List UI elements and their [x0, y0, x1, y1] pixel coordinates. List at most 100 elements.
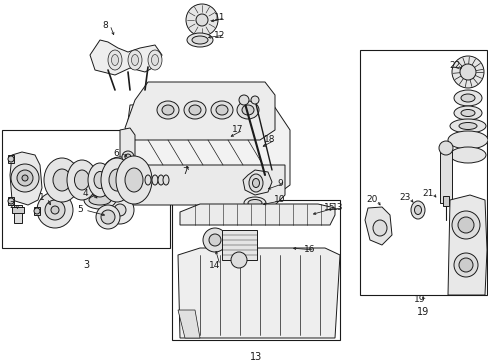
Ellipse shape: [84, 191, 116, 209]
Ellipse shape: [460, 94, 474, 102]
Ellipse shape: [145, 175, 151, 185]
Text: 17: 17: [232, 126, 243, 135]
Ellipse shape: [101, 158, 133, 202]
Circle shape: [22, 175, 28, 181]
Polygon shape: [10, 152, 42, 205]
Ellipse shape: [447, 131, 487, 149]
Circle shape: [110, 165, 130, 185]
Circle shape: [17, 170, 33, 186]
Text: 13: 13: [249, 352, 262, 360]
Ellipse shape: [460, 109, 474, 117]
Ellipse shape: [67, 160, 97, 200]
Ellipse shape: [157, 101, 179, 119]
Circle shape: [34, 208, 40, 214]
Text: 12: 12: [214, 31, 225, 40]
Text: 16: 16: [304, 246, 315, 255]
Circle shape: [8, 198, 14, 204]
Ellipse shape: [151, 54, 158, 66]
Circle shape: [101, 210, 115, 224]
Text: 18: 18: [264, 135, 275, 144]
Ellipse shape: [44, 158, 80, 202]
Text: 19: 19: [416, 307, 428, 317]
Text: 3: 3: [83, 260, 89, 270]
Bar: [222, 230, 257, 260]
Ellipse shape: [242, 105, 253, 115]
Ellipse shape: [244, 197, 265, 209]
Circle shape: [208, 234, 221, 246]
Polygon shape: [447, 195, 486, 295]
Ellipse shape: [111, 54, 118, 66]
Ellipse shape: [237, 101, 259, 119]
Circle shape: [125, 154, 131, 160]
Ellipse shape: [210, 101, 232, 119]
Circle shape: [45, 200, 65, 220]
Bar: [442, 196, 448, 206]
Circle shape: [451, 56, 483, 88]
Ellipse shape: [89, 195, 111, 205]
Ellipse shape: [453, 90, 481, 106]
Ellipse shape: [162, 105, 174, 115]
Circle shape: [11, 164, 39, 192]
Ellipse shape: [453, 106, 481, 120]
Ellipse shape: [192, 36, 207, 44]
Text: 9: 9: [277, 179, 282, 188]
Circle shape: [122, 151, 134, 163]
Ellipse shape: [372, 220, 386, 236]
Ellipse shape: [152, 175, 158, 185]
Circle shape: [196, 14, 207, 26]
Polygon shape: [120, 128, 135, 200]
Circle shape: [106, 196, 134, 224]
Ellipse shape: [163, 175, 169, 185]
Ellipse shape: [74, 170, 89, 190]
Bar: [8, 155, 14, 163]
Circle shape: [185, 4, 218, 36]
Bar: [34, 207, 40, 215]
Circle shape: [438, 141, 452, 155]
Bar: [8, 197, 14, 205]
Ellipse shape: [94, 171, 106, 189]
Ellipse shape: [116, 156, 152, 204]
Polygon shape: [364, 207, 391, 245]
Ellipse shape: [183, 101, 205, 119]
Circle shape: [453, 253, 477, 277]
Polygon shape: [243, 170, 271, 195]
Ellipse shape: [125, 168, 142, 192]
Circle shape: [116, 171, 124, 179]
Text: 6: 6: [113, 148, 119, 158]
Text: 11: 11: [214, 13, 225, 22]
Bar: [172, 200, 339, 340]
Ellipse shape: [108, 50, 122, 70]
Circle shape: [459, 64, 475, 80]
Circle shape: [230, 252, 246, 268]
Circle shape: [37, 192, 73, 228]
Ellipse shape: [53, 169, 71, 191]
Ellipse shape: [128, 50, 142, 70]
Polygon shape: [90, 40, 162, 75]
Polygon shape: [178, 310, 200, 338]
Text: 10: 10: [274, 195, 285, 204]
Circle shape: [203, 228, 226, 252]
Bar: [359, 50, 486, 295]
Circle shape: [250, 96, 259, 104]
Ellipse shape: [186, 33, 213, 47]
Ellipse shape: [88, 163, 112, 197]
Circle shape: [458, 258, 472, 272]
Bar: [439, 148, 451, 203]
Circle shape: [114, 204, 126, 216]
Ellipse shape: [449, 147, 485, 163]
Ellipse shape: [109, 169, 125, 191]
Ellipse shape: [189, 105, 201, 115]
Ellipse shape: [158, 175, 163, 185]
Ellipse shape: [410, 201, 424, 219]
Ellipse shape: [449, 119, 485, 133]
Ellipse shape: [248, 174, 263, 192]
Bar: [2, 130, 170, 248]
Ellipse shape: [247, 199, 262, 207]
Text: 21: 21: [422, 189, 433, 198]
Text: 15: 15: [324, 203, 335, 212]
Text: 8: 8: [102, 21, 108, 30]
Text: 1: 1: [39, 194, 45, 202]
Polygon shape: [130, 165, 285, 205]
Circle shape: [451, 211, 479, 239]
Circle shape: [102, 157, 138, 193]
